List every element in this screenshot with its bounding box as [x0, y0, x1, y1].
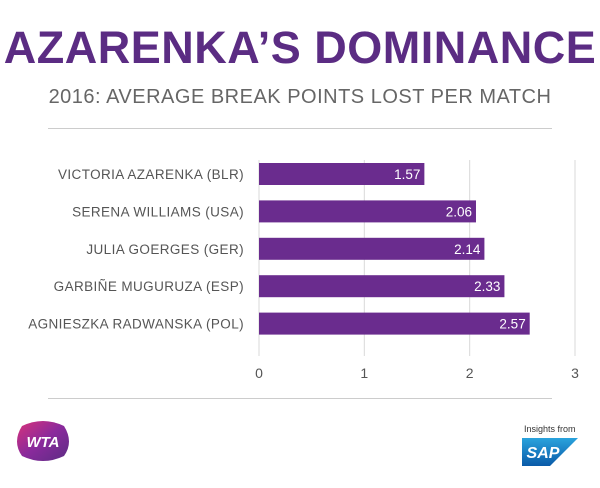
top-divider	[48, 128, 552, 129]
category-label: AGNIESZKA RADWANSKA (POL)	[28, 317, 244, 332]
data-label: 2.57	[499, 317, 525, 332]
x-tick-label: 1	[360, 365, 368, 381]
x-tick-label: 0	[255, 365, 263, 381]
bar	[259, 163, 425, 185]
data-label: 2.33	[474, 279, 500, 294]
bar-chart: 0 1 2 3 VICTORIA AZARENKA (BLR) 1.57 SERENA WI…	[28, 160, 579, 381]
page-subtitle: 2016: AVERAGE BREAK POINTS LOST PER MATC…	[48, 86, 552, 108]
category-label: SERENA WILLIAMS (USA)	[72, 204, 244, 219]
page-title: AZARENKA’S DOMINANCE	[3, 22, 597, 73]
bar	[259, 200, 476, 223]
category-label: JULIA GOERGES (GER)	[86, 242, 244, 257]
data-label: 2.06	[446, 204, 472, 219]
wta-logo-text: WTA	[26, 434, 59, 451]
category-label: VICTORIA AZARENKA (BLR)	[58, 167, 244, 182]
x-tick-label: 2	[466, 365, 474, 381]
category-label: GARBIÑE MUGURUZA (ESP)	[54, 279, 244, 294]
wta-logo: WTA	[17, 421, 69, 461]
data-label: 1.57	[394, 167, 420, 182]
bar	[259, 237, 485, 260]
sap-caption: Insights from	[524, 424, 576, 434]
data-label: 2.14	[454, 242, 481, 257]
bar	[259, 275, 505, 298]
bar	[259, 312, 530, 335]
x-tick-label: 3	[571, 365, 579, 381]
bottom-divider	[48, 398, 552, 399]
sap-logo-text: SAP	[527, 445, 560, 462]
sap-logo: SAP	[522, 438, 578, 466]
